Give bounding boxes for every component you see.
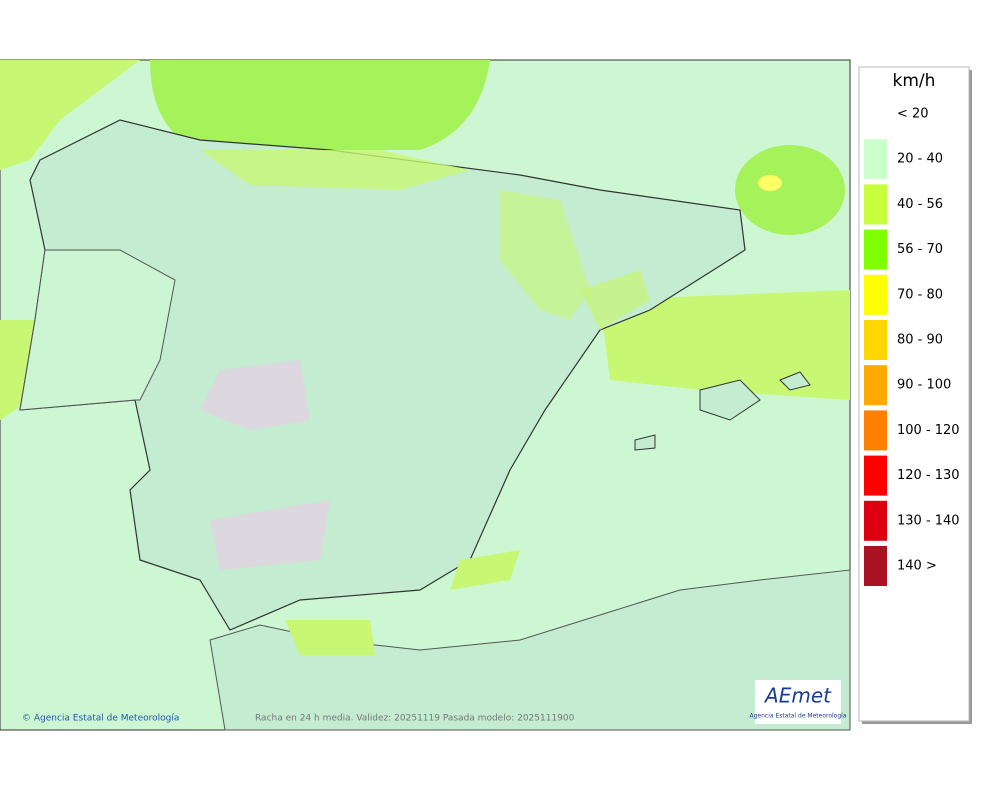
caption: Racha en 24 h media. Validez: 20251119 P… xyxy=(255,714,575,724)
legend-label: 70 - 80 xyxy=(897,287,943,302)
legend-label: 90 - 100 xyxy=(897,378,951,393)
logo-name: AEmet xyxy=(763,684,832,708)
legend-swatch xyxy=(864,546,887,586)
wind-zone xyxy=(600,290,850,400)
legend-swatch xyxy=(864,274,887,315)
island xyxy=(699,379,761,421)
wind-zone xyxy=(285,620,375,655)
credit: © Agencia Estatal de Meteorología xyxy=(22,714,179,724)
legend-label: 40 - 56 xyxy=(897,197,943,212)
island xyxy=(779,371,811,391)
legend-label: < 20 xyxy=(897,107,929,122)
legend-label: 100 - 120 xyxy=(897,423,960,438)
wind-zone xyxy=(200,150,470,190)
wind-zone xyxy=(0,60,140,170)
legend-label: 120 - 130 xyxy=(897,468,960,483)
legend-label: 130 - 140 xyxy=(897,513,960,528)
island xyxy=(634,434,656,451)
legend-swatch xyxy=(864,500,887,541)
calm-zone xyxy=(210,500,330,570)
legend-label: 80 - 90 xyxy=(897,333,943,348)
legend-swatch xyxy=(864,139,887,180)
legend-swatch xyxy=(864,320,887,360)
legend-swatch xyxy=(864,455,887,496)
legend-swatch xyxy=(864,184,887,225)
legend-label: 140 > xyxy=(897,559,937,574)
calm-zone xyxy=(200,360,310,430)
legend-label: 56 - 70 xyxy=(897,242,943,257)
legend-unit: km/h xyxy=(893,71,936,91)
wind-zone xyxy=(758,175,782,191)
legend-label: 20 - 40 xyxy=(897,152,943,167)
legend-swatch xyxy=(864,410,887,451)
wind-zone xyxy=(500,190,590,320)
legend-swatch xyxy=(864,365,887,406)
wind-zone xyxy=(150,60,490,150)
wind-zone xyxy=(450,550,520,590)
logo-box xyxy=(755,680,841,724)
logo-subtitle: Agencia Estatal de Meteorología xyxy=(750,713,847,720)
legend-swatch xyxy=(864,229,887,270)
wind-zone xyxy=(580,270,650,330)
wind-zone xyxy=(735,145,845,235)
portugal xyxy=(19,249,176,411)
